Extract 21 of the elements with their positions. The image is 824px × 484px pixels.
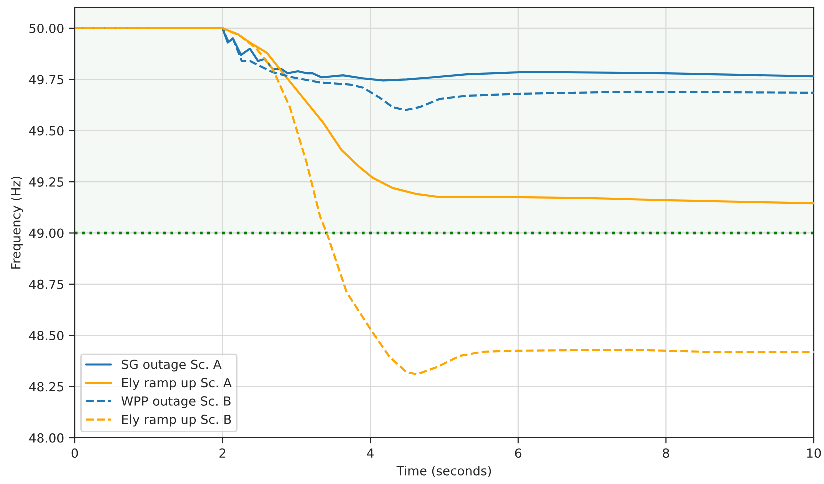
x-tick-label: 2 bbox=[220, 448, 226, 458]
legend-label: WPP outage Sc. B bbox=[122, 396, 231, 408]
x-tick-label: 10 bbox=[807, 448, 822, 458]
y-axis-title: Frequency (Hz) bbox=[11, 176, 24, 269]
x-tick-label: 8 bbox=[663, 448, 670, 458]
y-tick-label: 48.25 bbox=[29, 382, 64, 392]
x-axis-title: Time (seconds) bbox=[396, 466, 492, 478]
y-tick-label: 49.25 bbox=[29, 178, 64, 187]
y-tick-label: 48.50 bbox=[29, 331, 64, 341]
y-tick-label: 49.50 bbox=[29, 126, 64, 136]
y-tick-label: 49.75 bbox=[29, 75, 64, 85]
legend-label: Ely ramp up Sc. B bbox=[122, 414, 232, 427]
legend-label: SG outage Sc. A bbox=[122, 360, 222, 372]
legend-label: Ely ramp up Sc. A bbox=[122, 378, 232, 390]
y-tick-label: 49.00 bbox=[29, 228, 64, 238]
y-tick-label: 50.00 bbox=[30, 24, 64, 34]
x-tick-label: 0 bbox=[72, 448, 78, 458]
x-tick-label: 6 bbox=[515, 448, 522, 458]
y-tick-label: 48.00 bbox=[29, 433, 64, 443]
x-tick-label: 4 bbox=[367, 448, 374, 458]
y-tick-label: 48.75 bbox=[29, 280, 64, 290]
